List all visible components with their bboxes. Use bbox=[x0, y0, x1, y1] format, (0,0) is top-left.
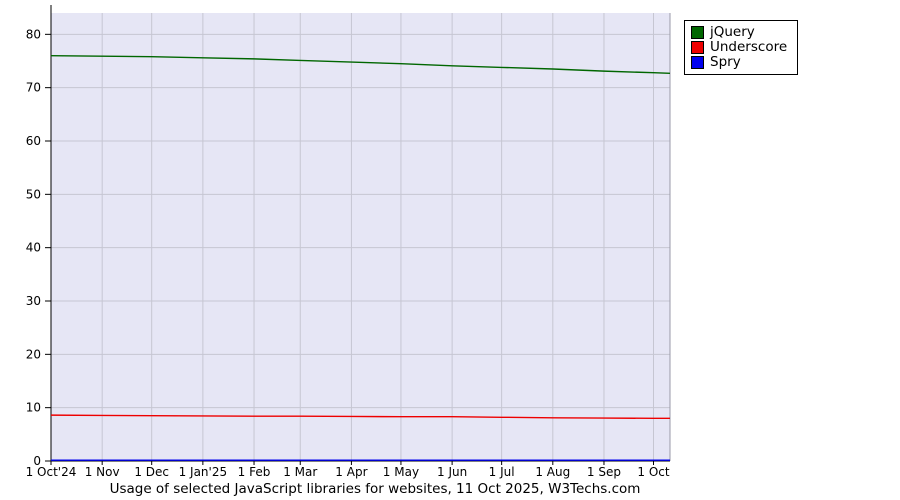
legend-item: Underscore bbox=[691, 40, 787, 55]
x-tick-label: 1 Sep bbox=[587, 465, 621, 479]
y-tick-label: 60 bbox=[26, 134, 41, 148]
legend-swatch-icon bbox=[691, 41, 704, 54]
x-tick-label: 1 Nov bbox=[85, 465, 120, 479]
y-tick-label: 20 bbox=[26, 347, 41, 361]
chart-title: Usage of selected JavaScript libraries f… bbox=[109, 481, 641, 497]
x-tick-label: 1 Jul bbox=[489, 465, 515, 479]
x-tick-label: 1 Jun bbox=[437, 465, 467, 479]
plot-background bbox=[51, 13, 670, 461]
legend-label: Underscore bbox=[710, 39, 788, 55]
x-tick-label: 1 Dec bbox=[134, 465, 169, 479]
y-tick-label: 50 bbox=[26, 187, 41, 201]
x-tick-label: 1 Feb bbox=[238, 465, 271, 479]
legend-swatch-icon bbox=[691, 26, 704, 39]
legend-item: jQuery bbox=[691, 25, 787, 40]
legend-item: Spry bbox=[691, 55, 787, 70]
x-tick-label: 1 Apr bbox=[335, 465, 367, 479]
x-tick-label: 1 Mar bbox=[283, 465, 317, 479]
x-tick-label: 1 Oct bbox=[637, 465, 669, 479]
legend-label: Spry bbox=[710, 54, 741, 70]
y-tick-label: 70 bbox=[26, 81, 41, 95]
series-line-jquery bbox=[50, 54, 671, 74]
x-tick-label: 1 Jan'25 bbox=[179, 465, 228, 479]
legend-swatch-icon bbox=[691, 56, 704, 69]
legend-label: jQuery bbox=[710, 24, 755, 40]
x-tick-label: 1 May bbox=[383, 465, 419, 479]
x-tick-label: 1 Aug bbox=[535, 465, 570, 479]
legend: jQuery Underscore Spry bbox=[684, 20, 799, 75]
x-tick-label: 1 Oct'24 bbox=[26, 465, 77, 479]
series-line-underscore bbox=[50, 414, 670, 420]
y-tick-label: 30 bbox=[26, 294, 41, 308]
y-tick-label: 80 bbox=[26, 27, 41, 41]
y-tick-label: 10 bbox=[26, 401, 41, 415]
y-tick-label: 40 bbox=[26, 241, 41, 255]
y-tick-label: 0 bbox=[33, 454, 41, 468]
